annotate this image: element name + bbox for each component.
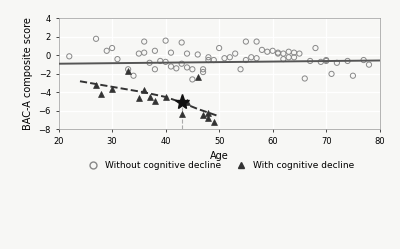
Point [168, 51, 174, 55]
Point [328, 72, 335, 76]
Point [205, 55, 212, 59]
Point [109, 87, 115, 91]
Point [136, 96, 142, 100]
Point [243, 40, 249, 44]
Point [141, 51, 148, 55]
Point [280, 57, 286, 61]
Point [146, 95, 153, 99]
Point [264, 50, 270, 54]
Point [178, 112, 185, 116]
Point [189, 77, 196, 81]
Point [344, 59, 351, 63]
Point [205, 111, 212, 115]
Point [178, 62, 185, 66]
Point [350, 74, 356, 78]
Point [104, 49, 110, 53]
Point [125, 67, 131, 71]
Point [280, 52, 286, 56]
Point [291, 55, 297, 59]
Point [248, 55, 254, 59]
Point [286, 50, 292, 54]
Point [232, 52, 238, 56]
Point [114, 57, 121, 61]
Point [291, 51, 297, 55]
Point [109, 46, 115, 50]
Point [152, 67, 158, 71]
Point [360, 58, 367, 62]
Point [253, 56, 260, 60]
Point [66, 54, 72, 58]
Point [162, 95, 169, 99]
Point [130, 74, 137, 78]
Point [307, 59, 313, 63]
Point [270, 49, 276, 53]
Point [200, 70, 206, 74]
Point [205, 58, 212, 62]
Point [275, 52, 281, 56]
Point [194, 53, 201, 57]
Point [323, 59, 329, 63]
Point [275, 51, 281, 55]
Point [323, 58, 329, 62]
Point [334, 61, 340, 65]
Point [200, 113, 206, 117]
Point [173, 66, 180, 70]
Point [146, 61, 153, 65]
Point [125, 69, 131, 73]
Point [302, 76, 308, 80]
Point [210, 120, 217, 124]
X-axis label: Age: Age [210, 151, 228, 161]
Point [205, 116, 212, 120]
Point [243, 58, 249, 62]
Point [141, 88, 148, 92]
Point [184, 100, 190, 104]
Point [237, 67, 244, 71]
Point [168, 64, 174, 68]
Point [184, 65, 190, 69]
Point [136, 52, 142, 56]
Point [210, 58, 217, 62]
Point [366, 63, 372, 67]
Point [98, 92, 104, 96]
Point [200, 67, 206, 71]
Point [189, 67, 196, 71]
Point [93, 37, 99, 41]
Point [296, 52, 303, 56]
Point [312, 46, 319, 50]
Point [216, 46, 222, 50]
Point [194, 75, 201, 79]
Point [178, 41, 185, 45]
Point [152, 49, 158, 53]
Point [259, 48, 265, 52]
Point [184, 52, 190, 56]
Legend: Without cognitive decline, With cognitive decline: Without cognitive decline, With cognitiv… [81, 157, 358, 174]
Point [93, 83, 99, 87]
Point [253, 40, 260, 44]
Point [286, 55, 292, 59]
Point [162, 39, 169, 43]
Point [162, 60, 169, 64]
Point [227, 55, 233, 59]
Point [141, 40, 148, 44]
Point [152, 99, 158, 103]
Point [318, 60, 324, 64]
Point [157, 59, 164, 63]
Point [221, 56, 228, 60]
Y-axis label: BAC-A composite score: BAC-A composite score [23, 17, 33, 130]
